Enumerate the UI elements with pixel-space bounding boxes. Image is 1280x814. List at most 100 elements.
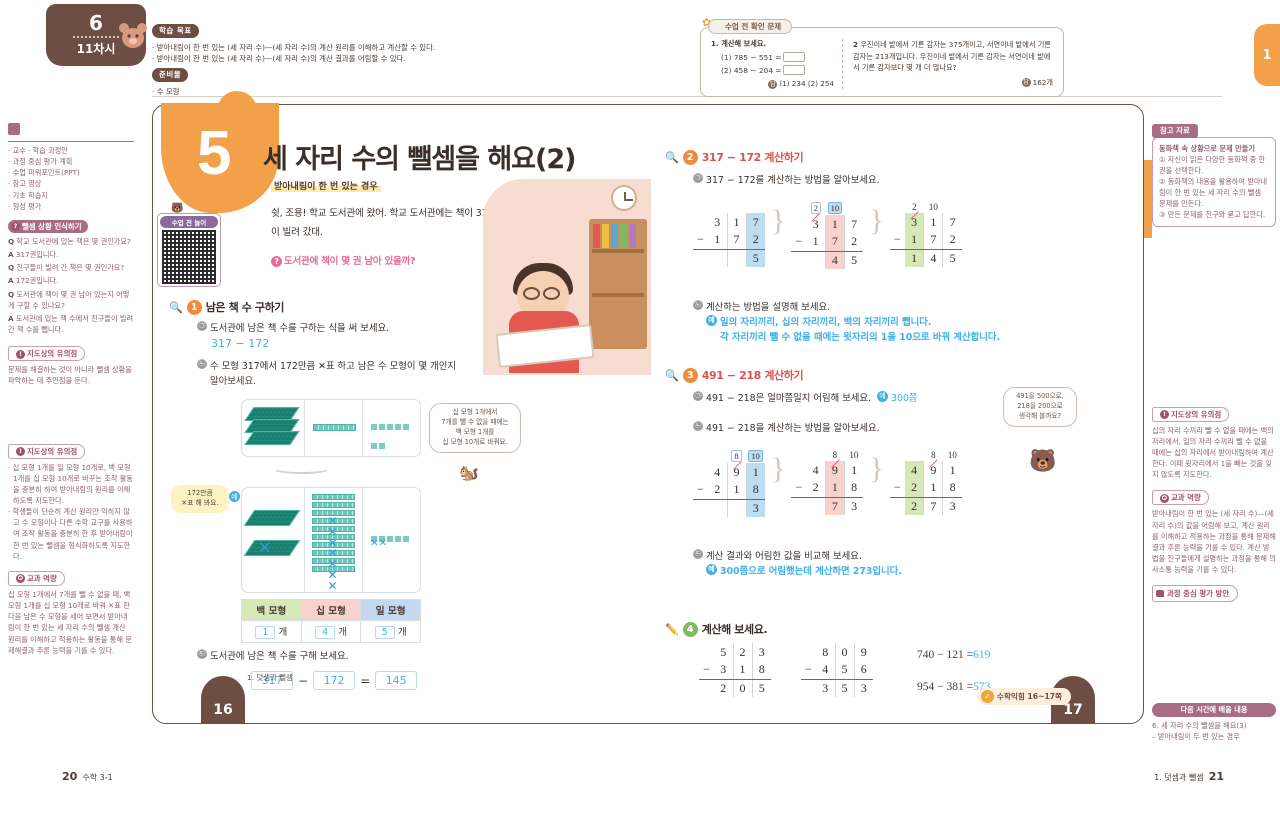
bookshelf-icon xyxy=(589,219,647,349)
activity-number: 4 xyxy=(682,621,698,637)
pre-class-check-title: 수업 전 확인 문제 xyxy=(708,19,793,34)
subtrahend-tens: 1 xyxy=(923,479,943,498)
place-value-table: 백 모형 십 모형 일 모형 1 개 4 개 5 개 xyxy=(241,599,421,643)
resources-icon xyxy=(8,123,20,135)
target-icon: ✪ xyxy=(16,574,25,584)
subtrahend-tens: 1 xyxy=(726,481,746,500)
minuend-ones: 9 xyxy=(853,643,873,661)
activity-3-step-b: ㉡ 491 − 218을 계산하는 방법을 알아보세요. xyxy=(693,421,1073,436)
minus-sign: − xyxy=(693,231,708,250)
result-row: 1 4 5 xyxy=(890,249,962,267)
bear-mascot-icon: 🐻 xyxy=(171,203,184,214)
minuend-hundreds: 4 xyxy=(812,462,819,477)
teaching-note-title: ! 지도상의 유의점 xyxy=(1152,406,1230,422)
header-tens: 십 모형 xyxy=(300,599,362,621)
minuend-row: 4 9 1 xyxy=(693,463,765,481)
practice-problem-2: 8 0 9 − 4 5 6 3 5 3 xyxy=(801,643,873,697)
equation-subtrahend[interactable]: 172 xyxy=(313,671,356,690)
bear-mascot-icon: 🐿️ xyxy=(459,463,479,482)
pre-class-check-body: 1. 계산해 보세요. (1) 785 − 551 = (2) 458 − 20… xyxy=(700,27,1064,97)
cross-marks-row: ✕✕ xyxy=(370,538,387,549)
value-ones[interactable]: 5 개 xyxy=(360,620,421,643)
value-hundreds[interactable]: 1 개 xyxy=(241,620,302,643)
subtrahend-ones: 2 xyxy=(942,231,962,250)
resources-header xyxy=(8,120,134,142)
brace-icon: } xyxy=(771,204,786,237)
minuend-row: 4 9 1 xyxy=(791,461,864,479)
result-row[interactable]: 3 5 3 xyxy=(801,679,873,697)
resources-list: · 교수 · 학습 과정안 · 과정 중심 평가 계획 · 수업 파워포인트(P… xyxy=(8,145,134,212)
answer-blank[interactable] xyxy=(783,65,806,76)
result-hundreds: 2 xyxy=(720,680,727,695)
minuend-ones: 1 xyxy=(942,461,962,479)
prep-block: 준비물 · 수 모형 xyxy=(152,62,452,97)
left-sidebar: · 교수 · 학습 과정안 · 과정 중심 평가 계획 · 수업 파워포인트(P… xyxy=(8,120,134,658)
precheck-q2-text: 2 우진이네 밭에서 기른 감자는 375개이고, 서연이네 밭에서 기른 감자… xyxy=(853,40,1052,73)
process-evaluation-title: 과정 중심 평가 방안 xyxy=(1152,585,1239,603)
guide-footer-left: 20 수학 3-1 xyxy=(62,770,113,783)
answer-line-2: 각 자리끼리 뺄 수 없을 때에는 윗자리의 1을 10으로 바꿔 계산합니다. xyxy=(720,332,1001,344)
star-icon: ✿ xyxy=(702,16,712,29)
teaching-note-title: ! 지도상의 유의점 xyxy=(8,443,86,459)
step-line: ㉢ 계산 결과와 어림한 값을 비교해 보세요. xyxy=(693,549,862,562)
subtrahend-tens: 7 xyxy=(923,231,943,250)
qr-play-box[interactable]: 수업 전 놀이 xyxy=(157,213,221,287)
magnifier-icon: 🔍 xyxy=(665,150,679,164)
result-ones: 5 xyxy=(843,251,864,269)
result-hundreds: 3 xyxy=(822,680,829,695)
estimation-bubble: 491을 500으로, 218을 200으로 생각해 볼까요? xyxy=(1003,387,1077,427)
alert-icon: ! xyxy=(16,447,25,456)
next-lesson-text: 6. 세 자리 수의 뺄셈을 해요(3) – 받아내림이 두 번 있는 경우 xyxy=(1152,721,1247,742)
carry-tens: 8 xyxy=(832,450,838,460)
result-row: 5 xyxy=(693,249,765,267)
minus-sign: − xyxy=(791,233,807,252)
question-icon: ? xyxy=(11,222,20,232)
reference-box: 동화책 속 상황으로 문제 만들기 ① 자신이 읽은 다양한 동화책 중 한 권… xyxy=(1152,136,1276,227)
carry-tens: 10 xyxy=(827,202,843,214)
answer-line: 예 일의 자리끼리, 십의 자리끼리, 백의 자리끼리 뺍니다. xyxy=(706,315,1113,330)
minuend-hundreds: 4 xyxy=(714,464,721,479)
callout-left-bubble: 172만큼 ✕표 해 봐요. xyxy=(171,485,229,513)
student-book-spread: 5 세 자리 수의 뺄셈을 해요(2) 받아내림이 한 번 있는 경우 쉿, 조… xyxy=(152,91,1144,724)
story-text: 쉿, 조용! 학교 도서관에 왔어. 학교 도서관에는 책이 317권 있는데 … xyxy=(271,208,635,238)
carry-tens: 10 xyxy=(928,202,938,212)
equation-minuend[interactable]: 317 xyxy=(251,671,293,690)
ones-model-cell-result: ✕✕ xyxy=(362,488,420,592)
result-row: 3 xyxy=(693,499,765,517)
subtrahend-tens: 5 xyxy=(834,661,854,680)
minuend-tens: 0 xyxy=(834,643,854,661)
page-subtitle: 받아내림이 한 번 있는 경우 xyxy=(271,179,381,192)
objectives-block: 학습 목표 · 받아내림이 한 번 있는 (세 자리 수)—(세 자리 수)의 … xyxy=(152,18,692,64)
horizontal-problem-1[interactable]: 740 − 121 =619 xyxy=(917,649,991,661)
value-tens[interactable]: 4 개 xyxy=(300,620,362,643)
cross-marks-column: ✕ ✕ ✕ ✕ ✕ ✕ ✕ xyxy=(327,514,338,593)
step-line: ㉠ 317 − 172를 계산하는 방법을 알아보세요. xyxy=(693,173,880,186)
clock-icon xyxy=(611,185,637,211)
result-row[interactable]: 2 0 5 xyxy=(699,679,771,697)
qr-code-icon[interactable] xyxy=(162,230,216,284)
activity-1-equation: 317 − 172 = 145 xyxy=(251,671,418,690)
badge-divider xyxy=(73,36,119,38)
equation-result[interactable]: 145 xyxy=(375,671,418,690)
objective-item: · 받아내림이 한 번 있는 (세 자리 수)—(세 자리 수)의 계산 원리를… xyxy=(152,42,436,52)
objective-item: · 받아내림이 한 번 있는 (세 자리 수)—(세 자리 수)의 계산 결과를… xyxy=(152,53,406,63)
minuend-row: 8 0 9 xyxy=(801,643,873,661)
side-tab-outer[interactable]: 1 xyxy=(1254,24,1280,86)
lesson-illustration xyxy=(483,179,651,375)
minuend-tens-struck: 9 xyxy=(923,461,943,479)
activity-title: 남은 책 수 구하기 xyxy=(205,301,285,314)
subtrahend-ones: 8 xyxy=(942,479,962,498)
minuend-tens: 1 xyxy=(923,213,943,231)
minuend-tens-struck: 9 xyxy=(824,461,845,479)
guide-footer-right: 1. 덧셈과 뺄셈 21 xyxy=(1154,770,1224,783)
subtrahend-hundreds: 1 xyxy=(708,231,727,250)
brace-icon: ⌣ xyxy=(270,455,333,484)
subtrahend-ones: 2 xyxy=(745,231,765,250)
result-ones: 5 xyxy=(751,679,771,697)
answer-blank[interactable] xyxy=(783,52,806,63)
qa-section-title: ? 뺄셈 상황 인식하기 xyxy=(8,219,88,233)
minuend-tens: 1 xyxy=(726,213,746,231)
reference-tab: 참고 자료 xyxy=(1152,123,1198,138)
subtrahend-row: − 1 7 2 xyxy=(791,233,864,252)
